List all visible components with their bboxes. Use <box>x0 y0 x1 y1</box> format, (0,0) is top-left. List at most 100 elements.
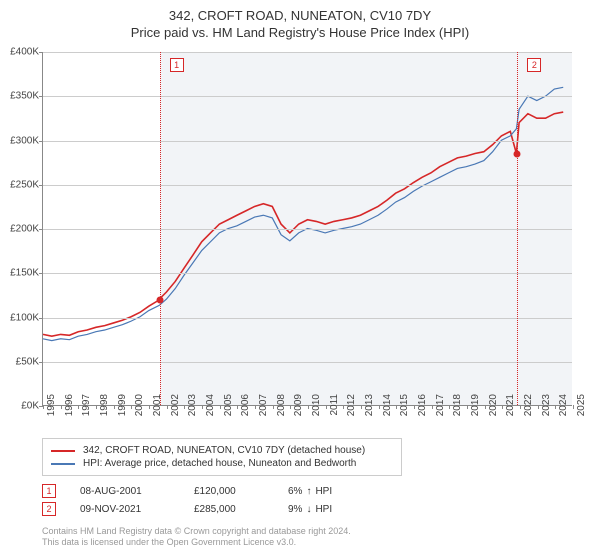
x-axis-label: 2010 <box>311 394 322 422</box>
arrow-icon: ↓ <box>306 504 311 515</box>
gridline-h <box>43 185 572 186</box>
y-axis-label: £0K <box>3 401 39 412</box>
x-axis-label: 2007 <box>258 394 269 422</box>
y-axis-label: £100K <box>3 312 39 323</box>
legend-swatch <box>51 450 75 452</box>
y-tick <box>39 229 43 230</box>
y-axis-label: £300K <box>3 135 39 146</box>
marker-dot <box>156 296 163 303</box>
footnote-line-2: This data is licensed under the Open Gov… <box>42 537 580 548</box>
x-tick <box>255 405 256 409</box>
legend-swatch <box>51 463 75 465</box>
sale-badge: 2 <box>42 502 56 516</box>
x-tick <box>149 405 150 409</box>
x-axis-label: 2024 <box>558 394 569 422</box>
x-axis-label: 2015 <box>399 394 410 422</box>
x-axis-label: 2025 <box>576 394 587 422</box>
x-tick <box>308 405 309 409</box>
gridline-h <box>43 273 572 274</box>
x-tick <box>96 405 97 409</box>
marker-badge: 1 <box>170 58 184 72</box>
y-axis-label: £400K <box>3 47 39 58</box>
y-tick <box>39 362 43 363</box>
y-axis-label: £150K <box>3 268 39 279</box>
x-axis-label: 1996 <box>64 394 75 422</box>
x-tick <box>167 405 168 409</box>
x-axis-label: 2018 <box>452 394 463 422</box>
sale-price: £285,000 <box>194 504 264 515</box>
x-axis-label: 1995 <box>46 394 57 422</box>
x-axis-label: 2014 <box>382 394 393 422</box>
x-tick <box>520 405 521 409</box>
x-tick <box>414 405 415 409</box>
x-axis-label: 2012 <box>346 394 357 422</box>
sale-row: 209-NOV-2021£285,0009%↓HPI <box>42 502 368 516</box>
sale-date: 09-NOV-2021 <box>80 504 170 515</box>
x-axis-label: 2000 <box>134 394 145 422</box>
legend-label: 342, CROFT ROAD, NUNEATON, CV10 7DY (det… <box>83 445 365 456</box>
x-axis-label: 1998 <box>99 394 110 422</box>
y-tick <box>39 96 43 97</box>
x-tick <box>290 405 291 409</box>
footnote: Contains HM Land Registry data © Crown c… <box>42 526 580 549</box>
x-axis-label: 2008 <box>276 394 287 422</box>
x-tick <box>396 405 397 409</box>
x-axis-label: 2020 <box>488 394 499 422</box>
x-tick <box>61 405 62 409</box>
x-tick <box>273 405 274 409</box>
x-axis-label: 2005 <box>223 394 234 422</box>
legend-row: 342, CROFT ROAD, NUNEATON, CV10 7DY (det… <box>51 445 393 456</box>
x-tick <box>202 405 203 409</box>
x-tick <box>114 405 115 409</box>
x-tick <box>326 405 327 409</box>
gridline-h <box>43 362 572 363</box>
x-tick <box>502 405 503 409</box>
y-tick <box>39 273 43 274</box>
y-tick <box>39 185 43 186</box>
x-axis-label: 2013 <box>364 394 375 422</box>
x-axis-label: 1997 <box>81 394 92 422</box>
x-tick <box>538 405 539 409</box>
x-tick <box>131 405 132 409</box>
sales-table: 108-AUG-2001£120,0006%↑HPI209-NOV-2021£2… <box>42 480 368 520</box>
x-axis-label: 2001 <box>152 394 163 422</box>
x-tick <box>379 405 380 409</box>
x-tick <box>573 405 574 409</box>
x-axis-label: 2003 <box>187 394 198 422</box>
chart-container: 342, CROFT ROAD, NUNEATON, CV10 7DY Pric… <box>0 0 600 560</box>
arrow-icon: ↑ <box>306 486 311 497</box>
gridline-h <box>43 318 572 319</box>
x-tick <box>343 405 344 409</box>
sale-delta-pct: 6% <box>288 486 302 497</box>
x-tick <box>485 405 486 409</box>
x-tick <box>237 405 238 409</box>
y-axis-label: £250K <box>3 179 39 190</box>
plot-area: £0K£50K£100K£150K£200K£250K£300K£350K£40… <box>42 52 572 406</box>
x-tick <box>43 405 44 409</box>
y-axis-label: £200K <box>3 224 39 235</box>
series-price_paid <box>43 112 563 336</box>
x-axis-label: 2017 <box>435 394 446 422</box>
sale-delta-label: HPI <box>315 504 332 515</box>
marker-badge: 2 <box>527 58 541 72</box>
x-axis-label: 2009 <box>293 394 304 422</box>
x-tick <box>78 405 79 409</box>
sale-badge: 1 <box>42 484 56 498</box>
x-axis-label: 2006 <box>240 394 251 422</box>
sale-date: 08-AUG-2001 <box>80 486 170 497</box>
gridline-h <box>43 229 572 230</box>
x-axis-label: 2023 <box>541 394 552 422</box>
chart-subtitle: Price paid vs. HM Land Registry's House … <box>0 25 600 40</box>
x-axis-label: 1999 <box>117 394 128 422</box>
y-axis-label: £50K <box>3 356 39 367</box>
x-axis-label: 2021 <box>505 394 516 422</box>
legend-label: HPI: Average price, detached house, Nune… <box>83 458 356 469</box>
legend-row: HPI: Average price, detached house, Nune… <box>51 458 393 469</box>
y-tick <box>39 141 43 142</box>
title-block: 342, CROFT ROAD, NUNEATON, CV10 7DY Pric… <box>0 0 600 40</box>
x-tick <box>432 405 433 409</box>
sale-delta: 9%↓HPI <box>288 504 368 515</box>
x-axis-label: 2011 <box>329 394 340 422</box>
footnote-line-1: Contains HM Land Registry data © Crown c… <box>42 526 580 537</box>
x-tick <box>184 405 185 409</box>
